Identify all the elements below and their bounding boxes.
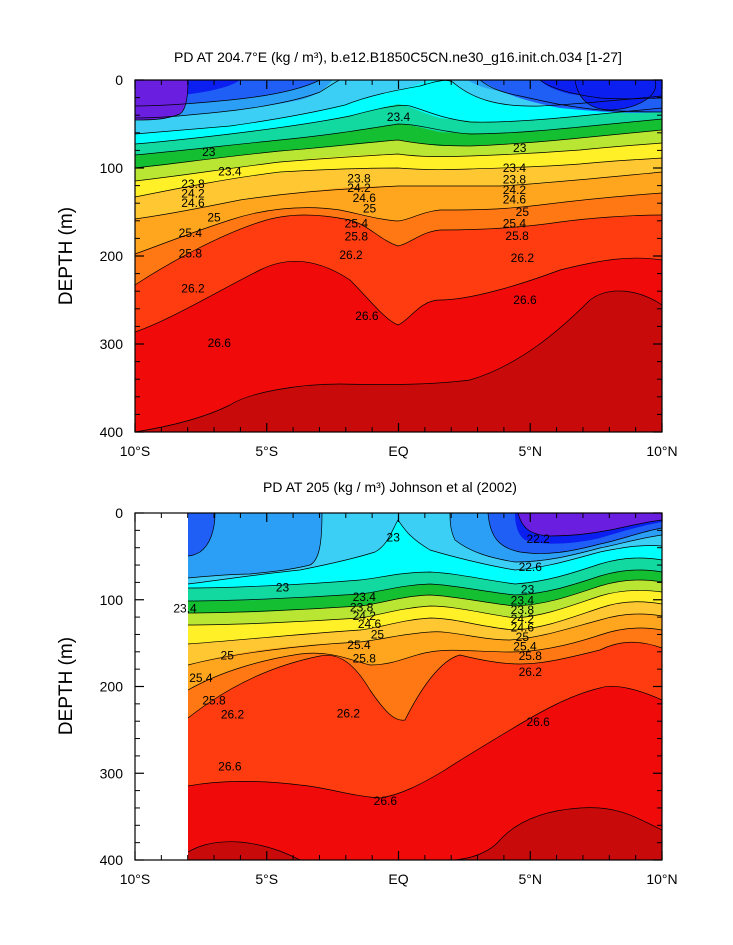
panel-model: PD AT 204.7°E (kg / m³), b.e12.B1850C5CN…	[56, 49, 678, 459]
panel-observed-xtick-label: 5°S	[255, 871, 278, 887]
panel-observed-title: PD AT 205 (kg / m³) Johnson et al (2002)	[263, 479, 517, 495]
panel-model-contour-label: 25.4	[345, 216, 369, 230]
panel-model-xtick-label: 5°S	[255, 443, 278, 459]
panel-model-contour-label: 24.2	[181, 187, 205, 201]
panel-model-contour-label: 25.8	[505, 229, 529, 243]
panel-model-contour-label: 25.4	[179, 226, 203, 240]
panel-model-contour-label: 25.8	[179, 246, 203, 260]
panel-observed-contour-label: 24.2	[353, 609, 377, 623]
panel-observed-contour-fill	[188, 513, 662, 860]
panel-observed-contour-label: 26.2	[221, 707, 245, 721]
panel-model-contour-label: 24.2	[503, 183, 527, 197]
panel-model-xtick-label: 10°S	[120, 443, 151, 459]
panel-model-contour-label: 23.8	[503, 172, 527, 186]
panel-model-contour-label: 26.2	[181, 282, 205, 296]
panel-observed-xtick-label: 10°N	[646, 871, 677, 887]
panel-observed-xtick-label: EQ	[388, 871, 408, 887]
panel-model-contour-label: 24.2	[347, 181, 371, 195]
panel-observed-contour-label: 24.2	[511, 612, 535, 626]
panel-observed-contour-label: 23.8	[511, 603, 535, 617]
panel-model-contour-label: 23.4	[218, 165, 242, 179]
panel-observed-contour-label: 26.6	[218, 759, 242, 773]
panel-observed-contour-label: 26.6	[374, 794, 398, 808]
panel-observed-xtick-label: 10°S	[120, 871, 151, 887]
panel-model-xtick-label: 10°N	[646, 443, 677, 459]
panel-model-contour-labels: 23.42323.423.824.224.62525.425.826.226.6…	[179, 110, 537, 350]
panel-model-contour-label: 25.8	[345, 230, 369, 244]
panel-model-contour-label: 24.6	[181, 196, 205, 210]
panel-observed-contour-label: 25	[516, 630, 530, 644]
panel-model-contour-label: 26.6	[208, 336, 232, 350]
panel-observed-contour-label: 23	[521, 582, 535, 596]
panel-model-contour-label: 23	[513, 141, 527, 155]
panel-observed-contour-label: 25.8	[353, 652, 377, 666]
panel-observed-ytick-label: 0	[115, 505, 123, 521]
panel-observed-contour-label: 22.2	[526, 532, 550, 546]
panel-observed-contour-label: 23	[387, 530, 401, 544]
panel-observed-ytick-label: 100	[100, 592, 124, 608]
panel-model-xtick-label: 5°N	[519, 443, 543, 459]
panel-observed-contour-label: 23.4	[511, 594, 535, 608]
panel-observed-ytick-label: 400	[100, 852, 124, 868]
panel-model-contour-label: 25	[363, 201, 377, 215]
panel-observed-contour-label: 24.6	[358, 617, 382, 631]
panel-observed-contour-label: 25.4	[347, 638, 371, 652]
panel-observed-contour-labels: 23 22.222.623 2323.423.423.824.224.62525.4…	[173, 530, 550, 808]
panel-observed-contour-label: 26.2	[337, 706, 361, 720]
panel-model-contour-label: 26.2	[511, 251, 535, 265]
panel-observed-contour-label: 23.8	[350, 601, 374, 615]
panel-observed-contour-label: 25.8	[519, 649, 543, 663]
panel-model-contour-label: 24.6	[353, 191, 377, 205]
panel-observed-ytick-label: 200	[100, 679, 124, 695]
panel-model-contour-label: 24.6	[503, 193, 527, 207]
panel-observed-ylabel: DEPTH (m)	[56, 637, 77, 735]
panel-observed-contour-label: 25	[371, 627, 385, 641]
panel-model-contour-label: 25	[207, 210, 221, 224]
panel-model-ytick-label: 300	[100, 336, 124, 352]
panel-observed-contour-label: 25	[221, 648, 235, 662]
panel-observed-contour-label: 24.6	[511, 621, 535, 635]
panel-model-contour-label: 23.8	[347, 172, 371, 186]
panel-observed-contour-label: 26.2	[519, 665, 543, 679]
panel-model-ylabel: DEPTH (m)	[56, 207, 77, 305]
panel-model-contour-label: 23.8	[181, 177, 205, 191]
panel-observed-contour-label: 23	[276, 581, 290, 595]
panel-observed-contour-label: 23.4	[173, 601, 197, 615]
panel-observed-contour-label: 25.8	[202, 693, 226, 707]
panel-model-contour-label: 26.6	[355, 309, 379, 323]
panel-model-xtick-label: EQ	[388, 443, 408, 459]
panel-model-contour-label: 23.4	[503, 161, 527, 175]
panel-model-ytick-label: 100	[100, 160, 124, 176]
panel-observed: PD AT 205 (kg / m³) Johnson et al (2002)	[56, 479, 678, 887]
panel-model-contour-label: 25	[516, 205, 530, 219]
panel-model-contour-fill	[135, 80, 662, 432]
panel-observed-contour-label: 25.4	[189, 671, 213, 685]
panel-observed-contour-label: 25.4	[513, 640, 537, 654]
panel-model-ytick-label: 200	[100, 248, 124, 264]
panel-observed-contour-label: 22.6	[519, 560, 543, 574]
panel-model-contour-label: 26.2	[339, 248, 363, 262]
panel-observed-ytick-label: 300	[100, 765, 124, 781]
panel-observed-contour-label: 26.6	[526, 715, 550, 729]
panel-model-contour-label: 25.4	[503, 216, 527, 230]
panel-model-contour-label: 23.4	[387, 110, 411, 124]
panel-observed-contour-label: 23.4	[353, 590, 377, 604]
panel-observed-xtick-label: 5°N	[519, 871, 543, 887]
panel-model-contour-label: 26.6	[513, 293, 537, 307]
panel-model-ytick-label: 0	[115, 72, 123, 88]
panel-model-contour-label: 23	[202, 145, 216, 159]
panel-model-ytick-label: 400	[100, 424, 124, 440]
panel-model-title: PD AT 204.7°E (kg / m³), b.e12.B1850C5CN…	[174, 49, 622, 65]
